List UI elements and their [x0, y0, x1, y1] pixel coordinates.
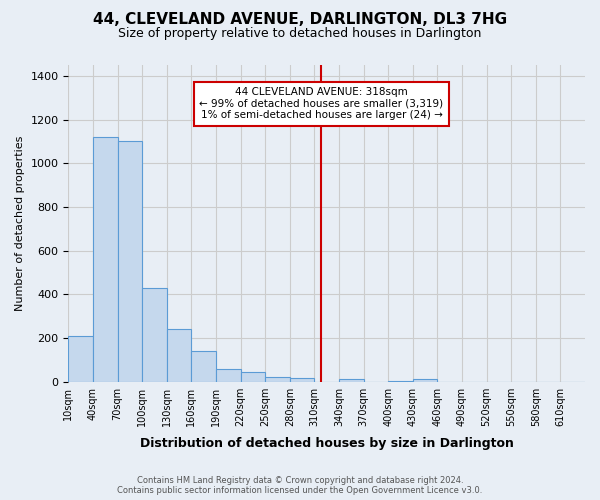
Y-axis label: Number of detached properties: Number of detached properties — [15, 136, 25, 311]
Text: Contains HM Land Registry data © Crown copyright and database right 2024.
Contai: Contains HM Land Registry data © Crown c… — [118, 476, 482, 495]
Bar — [68, 336, 93, 382]
Text: 44 CLEVELAND AVENUE: 318sqm
← 99% of detached houses are smaller (3,319)
1% of s: 44 CLEVELAND AVENUE: 318sqm ← 99% of det… — [199, 87, 443, 120]
Bar — [265, 378, 290, 382]
Bar — [93, 137, 118, 382]
Bar — [191, 351, 216, 382]
Bar — [413, 380, 437, 382]
Text: Size of property relative to detached houses in Darlington: Size of property relative to detached ho… — [118, 28, 482, 40]
Text: 44, CLEVELAND AVENUE, DARLINGTON, DL3 7HG: 44, CLEVELAND AVENUE, DARLINGTON, DL3 7H… — [93, 12, 507, 28]
X-axis label: Distribution of detached houses by size in Darlington: Distribution of detached houses by size … — [140, 437, 514, 450]
Bar — [339, 380, 364, 382]
Bar — [142, 288, 167, 382]
Bar — [290, 378, 314, 382]
Bar — [167, 329, 191, 382]
Bar — [241, 372, 265, 382]
Bar — [118, 142, 142, 382]
Bar — [388, 380, 413, 382]
Bar — [216, 368, 241, 382]
